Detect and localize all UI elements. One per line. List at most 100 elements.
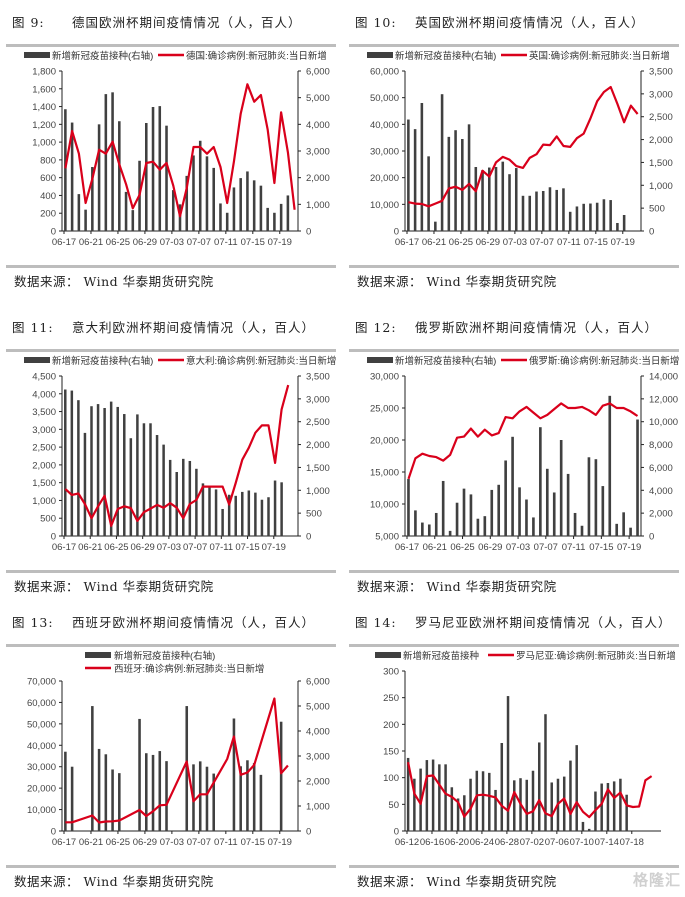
bar [188,460,192,536]
bar [508,174,511,231]
chart-svg: 新增新冠疫苗接种 罗马尼亚:确诊病例:新冠肺炎:当日新增 0 50 100 150 200 2… [375,650,676,848]
left-axis-tick-label: 1,500 [32,478,56,489]
legend-line-label: 俄罗斯:确诊病例:新冠肺炎:当日新增 [529,355,679,367]
right-axis-tick-label: 3,500 [649,67,673,78]
bar [550,782,553,831]
chart-svg: 新增新冠疫苗接种(右轴) 英国:确诊病例:新冠肺炎:当日新增 0 10,000 20,0… [367,50,673,248]
bar [545,468,549,536]
bar [70,766,74,831]
left-axis-tick-label: 2,000 [32,460,56,471]
bar [589,203,592,231]
bar [434,512,438,536]
x-axis-tick-label: 07-03 [506,542,530,553]
left-axis-tick-label: 25,000 [370,404,399,415]
legend-line-label: 西班牙:确诊病例:新冠肺炎:当日新增 [114,663,264,675]
x-axis-tick-label: 06-25 [106,237,130,248]
x-axis-tick-label: 07-19 [268,837,292,848]
bar [535,191,538,231]
right-axis-tick-label: 12,000 [649,394,678,405]
left-axis-tick-label: 20,000 [370,436,399,447]
x-axis-tick-label: 07-11 [210,542,234,553]
x-axis-tick-label: 06-29 [133,837,157,848]
bar [279,203,283,231]
bar [463,795,466,831]
left-axis-tick-label: 200 [383,720,399,731]
right-axis-tick-label: 4,000 [306,727,330,738]
bar [64,751,67,831]
right-axis-tick-label: 5,000 [306,702,330,713]
legend-bar-label: 新增新冠疫苗接种 [403,650,479,662]
left-axis-tick-label: 10,000 [370,500,399,511]
bar [246,171,249,231]
legend-bar-swatch [24,52,50,58]
bar [259,185,263,231]
bar [431,759,435,831]
x-axis-tick-label: 06-28 [495,837,519,848]
source-note: 数据来源： Wind 华泰期货研究院 [357,579,557,594]
bar [525,779,529,831]
left-axis-tick-label: 70,000 [27,677,56,688]
bar [64,109,67,231]
bar [532,517,535,536]
bar [447,136,451,231]
bar [582,203,585,231]
bar [427,524,431,536]
x-axis-tick-label: 07-06 [545,837,569,848]
bar [254,492,257,536]
x-axis-tick-label: 06-20 [445,837,469,848]
bar [70,390,74,536]
left-axis-tick-label: 20,000 [370,173,399,184]
x-axis-tick-label: 07-14 [595,837,619,848]
bar [232,718,236,831]
right-axis-tick-label: 1,000 [649,181,673,192]
x-axis-tick-label: 07-03 [160,837,184,848]
bar [221,508,224,536]
bar [138,718,141,831]
bar [612,781,616,831]
right-axis-tick-label: 6,000 [306,67,330,78]
bar [552,492,556,536]
left-axis-tick-label: 0 [51,227,56,238]
right-axis-tick-label: 8,000 [649,440,673,451]
bar [608,395,612,536]
x-axis-tick-label: 06-21 [423,542,447,553]
bar [145,123,148,231]
left-axis-tick-label: 1,400 [32,102,56,113]
divider [349,349,679,352]
bar [562,776,566,831]
bar [136,414,139,536]
bar [208,486,211,536]
bar [555,189,558,231]
bar [513,780,516,831]
right-axis-tick-label: 10,000 [649,417,678,428]
left-axis-tick-label: 800 [40,155,56,166]
x-axis-tick-label: 06-25 [104,542,128,553]
right-axis-tick-label: 2,000 [306,440,330,451]
bar [149,423,152,536]
bar [568,211,572,231]
bar [488,772,491,831]
divider [349,44,679,47]
x-axis-tick-label: 07-19 [617,542,641,553]
left-axis-tick-label: 1,200 [32,120,56,131]
bar [521,195,525,231]
bar [185,706,189,831]
bar [241,491,244,536]
bar [587,457,591,536]
bar [175,472,178,536]
bar [467,124,471,231]
bar [602,199,606,231]
bar [575,206,579,231]
x-axis-tick-label: 06-29 [133,237,157,248]
left-axis-tick-label: 300 [383,667,399,678]
divider [349,265,679,268]
x-axis-tick-label: 07-11 [214,837,238,848]
right-axis-tick-label: 0 [306,227,311,238]
bar [212,167,215,231]
bar [97,124,101,231]
watermark-logo: 格隆汇 [632,871,681,889]
x-axis-tick-label: 07-15 [241,837,265,848]
left-axis-tick-label: 3,500 [32,407,56,418]
x-axis-tick-label: 07-19 [268,237,292,248]
x-axis-tick-label: 06-17 [395,542,419,553]
